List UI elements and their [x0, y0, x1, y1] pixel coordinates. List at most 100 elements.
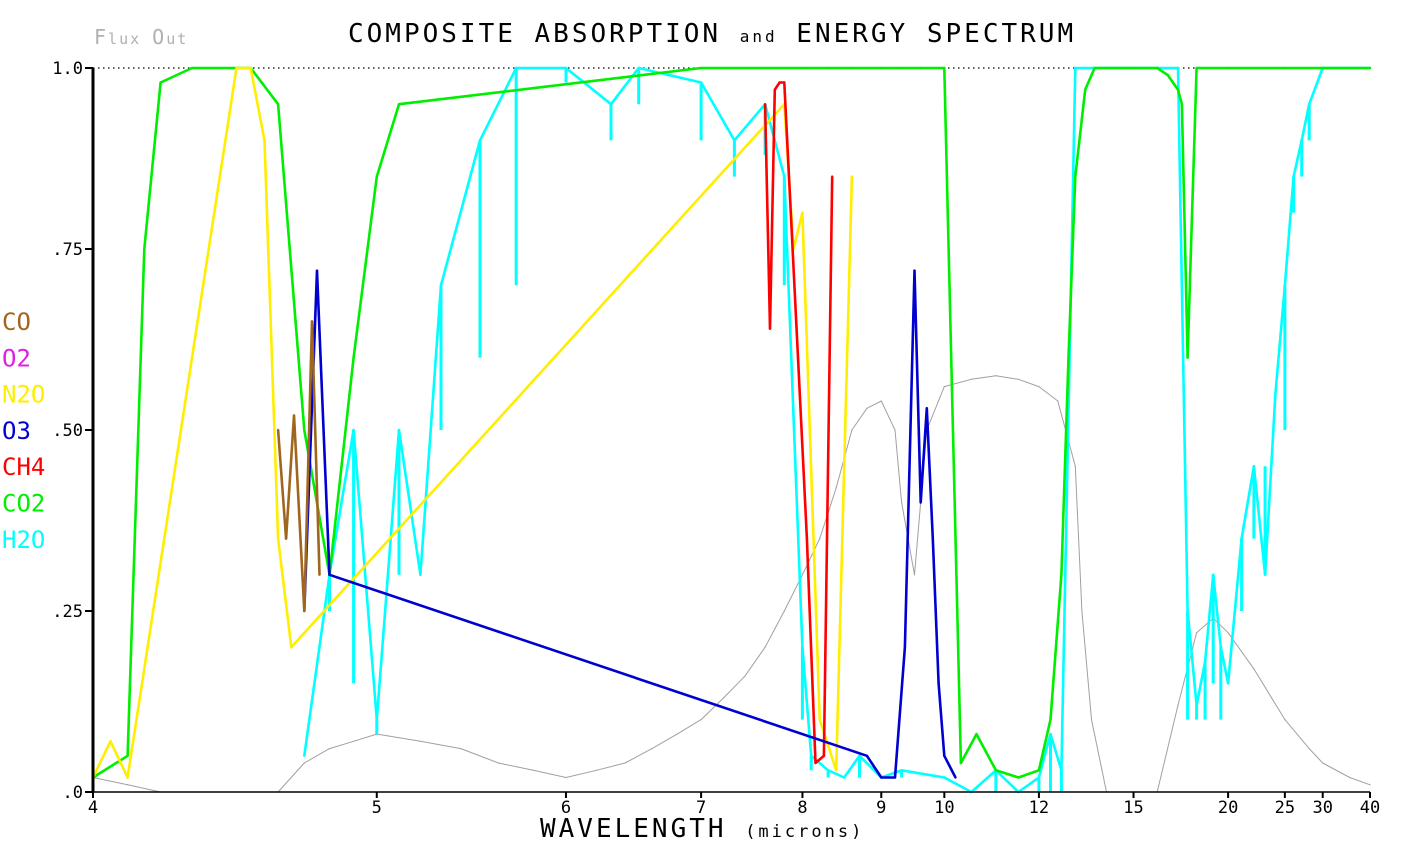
point-h2o-33 [1186, 609, 1189, 613]
point-flux-out-20 [744, 675, 746, 677]
series-n2o-line [91, 66, 854, 779]
point-co2-11 [397, 103, 401, 106]
point-o3-5 [893, 776, 897, 779]
point-flux-out-53 [1322, 762, 1324, 764]
legend-item-o3: O3 [2, 417, 31, 445]
point-n2o-1 [109, 740, 112, 743]
point-flux-out-31 [913, 574, 916, 576]
series-h2o-line [303, 66, 1370, 794]
point-flux-out-18 [700, 719, 702, 721]
point-flux-out-22 [783, 610, 785, 612]
point-co2-6 [276, 103, 280, 106]
x-tick-label: 40 [1360, 798, 1380, 818]
point-h2o-22 [900, 769, 903, 772]
point-flux-out-11 [497, 762, 499, 764]
point-co2-4 [190, 66, 194, 70]
point-h2o-40 [1252, 465, 1256, 468]
legend-item-h2o: H2O [2, 526, 45, 554]
point-flux-out-38 [1057, 400, 1059, 402]
point-h2o-41 [1263, 573, 1267, 576]
x-tick-label: 8 [797, 798, 807, 818]
point-co-5 [318, 573, 321, 576]
point-h2o-10 [609, 103, 613, 106]
point-flux-out-39 [1074, 465, 1076, 467]
point-flux-out-49 [1227, 632, 1229, 634]
y-tick-label: 1.0 [52, 59, 83, 79]
legend-item-ch4: CH4 [2, 453, 45, 481]
point-n2o-5 [263, 139, 266, 142]
point-ch4-5 [796, 356, 800, 359]
point-h2o-12 [699, 81, 703, 84]
point-co2-32 [1119, 66, 1122, 70]
point-co2-17 [900, 66, 903, 70]
x-tick-label: 6 [561, 798, 571, 818]
point-flux-out-33 [943, 386, 945, 388]
point-co2-25 [1049, 718, 1052, 721]
point-flux-out-10 [460, 748, 462, 750]
point-co2-19 [943, 66, 946, 70]
point-co2-40 [1226, 66, 1230, 70]
point-co2-2 [143, 247, 146, 251]
point-h2o-45 [1300, 139, 1303, 142]
point-co-2 [292, 414, 296, 417]
x-axis-label: WAVELENGTH (microns) [540, 814, 864, 844]
point-h2o-6 [439, 284, 443, 287]
series-flux-out-line [92, 375, 1371, 793]
point-flux-out-28 [880, 400, 882, 402]
point-h2o-43 [1283, 284, 1287, 287]
point-n2o-14 [850, 175, 854, 178]
point-co-0 [276, 428, 280, 432]
point-ch4-9 [831, 175, 834, 178]
point-flux-out-41 [1090, 719, 1093, 721]
point-o3-9 [925, 407, 928, 410]
point-co2-26 [1060, 573, 1063, 576]
point-n2o-13 [843, 465, 846, 468]
point-co2-28 [1074, 175, 1077, 178]
chart-title: COMPOSITE ABSORPTION and ENERGY SPECTRUM [348, 19, 1076, 49]
point-co2-38 [1186, 356, 1189, 359]
point-co2-12 [699, 66, 703, 70]
point-flux-out-14 [595, 769, 598, 771]
point-flux-out-34 [970, 378, 973, 380]
x-tick-label: 7 [696, 798, 706, 818]
point-ch4-4 [783, 81, 786, 84]
point-o3-11 [937, 682, 940, 685]
point-n2o-3 [235, 66, 238, 70]
point-h2o-38 [1226, 682, 1230, 685]
point-h2o-39 [1240, 537, 1243, 540]
legend-item-o2: O2 [2, 344, 31, 372]
point-co2-21 [975, 732, 978, 736]
point-co-4 [310, 320, 314, 323]
point-co2-16 [880, 66, 883, 70]
series-layer [91, 66, 1372, 794]
legend: CO O2 N2O O3 CH4 CO2 H2O [2, 308, 45, 554]
point-co2-43 [1368, 66, 1372, 70]
point-h2o-32 [1176, 66, 1180, 70]
point-flux-out-40 [1081, 610, 1083, 612]
point-h2o-7 [478, 139, 482, 142]
x-tick-label: 12 [1029, 798, 1049, 818]
point-h2o-34 [1195, 703, 1198, 707]
point-h2o-35 [1203, 660, 1207, 663]
point-co2-22 [994, 769, 998, 772]
point-n2o-12 [835, 769, 838, 772]
point-h2o-11 [637, 66, 640, 70]
point-o3-2 [328, 573, 331, 576]
point-h2o-16 [801, 646, 804, 649]
point-h2o-13 [733, 139, 736, 142]
point-flux-out-55 [1369, 784, 1371, 786]
point-h2o-44 [1292, 175, 1295, 178]
x-tick-labels: 4 5 6 7 8 9 10 12 15 20 25 30 40 [88, 798, 1380, 818]
point-flux-out-15 [624, 762, 626, 764]
point-co2-27 [1067, 356, 1070, 359]
point-flux-out-37 [1038, 386, 1040, 388]
point-flux-out-21 [764, 646, 766, 648]
point-flux-out-29 [894, 429, 896, 431]
point-co2-3 [159, 81, 162, 84]
point-flux-out-54 [1349, 776, 1351, 779]
point-flux-out-35 [995, 375, 997, 377]
legend-item-n2o: N2O [2, 381, 45, 409]
x-tick-label: 4 [88, 798, 98, 818]
point-co2-35 [1166, 74, 1170, 77]
